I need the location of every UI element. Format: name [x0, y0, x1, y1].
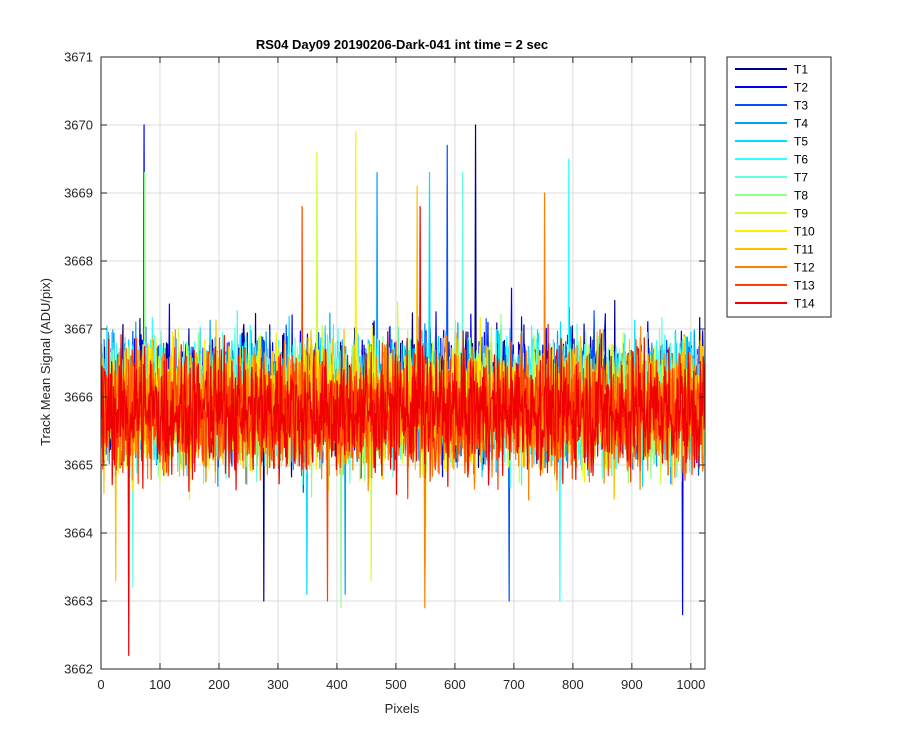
x-axis-label: Pixels	[385, 701, 420, 716]
legend-label-t13: T13	[794, 279, 815, 293]
x-tick-label: 900	[621, 677, 643, 692]
legend-box	[726, 56, 832, 318]
x-tick-label: 200	[208, 677, 230, 692]
legend-label-t6: T6	[794, 153, 808, 167]
legend-label-t3: T3	[794, 99, 808, 113]
legend-label-t2: T2	[794, 81, 808, 95]
y-tick-label: 3664	[64, 526, 93, 541]
x-tick-label: 600	[444, 677, 466, 692]
x-tick-label: 0	[97, 677, 104, 692]
legend: T1 T2 T3 T4 T5 T6 T7 T8 T9 T10 T11 T12 T13 T14	[726, 56, 832, 318]
y-axis-label: Track Mean Signal (ADU/pix)	[38, 278, 53, 446]
legend-label-t14: T14	[794, 297, 815, 311]
legend-label-t7: T7	[794, 171, 808, 185]
legend-label-t5: T5	[794, 135, 808, 149]
x-tick-label: 300	[267, 677, 289, 692]
legend-label-t12: T12	[794, 261, 815, 275]
x-tick-label: 1000	[676, 677, 705, 692]
x-tick-label: 500	[385, 677, 407, 692]
y-tick-label: 3666	[64, 390, 93, 405]
legend-label-t1: T1	[794, 63, 808, 77]
legend-label-t8: T8	[794, 189, 808, 203]
series-group	[101, 124, 705, 656]
plot-area: 0 100 200 300 400 500 600 700 800 900 1000 3662 3663…	[64, 50, 706, 692]
y-tick-label: 3669	[64, 186, 93, 201]
y-tick-label: 3668	[64, 254, 93, 269]
x-tick-label: 800	[562, 677, 584, 692]
legend-label-t4: T4	[794, 117, 808, 131]
series-line-t14	[101, 206, 705, 656]
y-tick-label: 3662	[64, 662, 93, 677]
x-tick-label: 700	[503, 677, 525, 692]
y-tick-label: 3665	[64, 458, 93, 473]
chart-title: RS04 Day09 20190206-Dark-041 int time = …	[256, 37, 548, 52]
axes: 0 100 200 300 400 500 600 700 800 900 1000 3662 3663…	[64, 50, 706, 692]
x-tick-label: 100	[149, 677, 171, 692]
y-tick-label: 3667	[64, 322, 93, 337]
legend-label-t10: T10	[794, 225, 815, 239]
axes-box	[100, 56, 706, 670]
legend-label-t11: T11	[794, 243, 814, 257]
y-tick-label: 3663	[64, 594, 93, 609]
legend-label-t9: T9	[794, 207, 808, 221]
x-tick-label: 400	[326, 677, 348, 692]
y-tick-label: 3670	[64, 118, 93, 133]
y-tick-label: 3671	[64, 50, 93, 65]
